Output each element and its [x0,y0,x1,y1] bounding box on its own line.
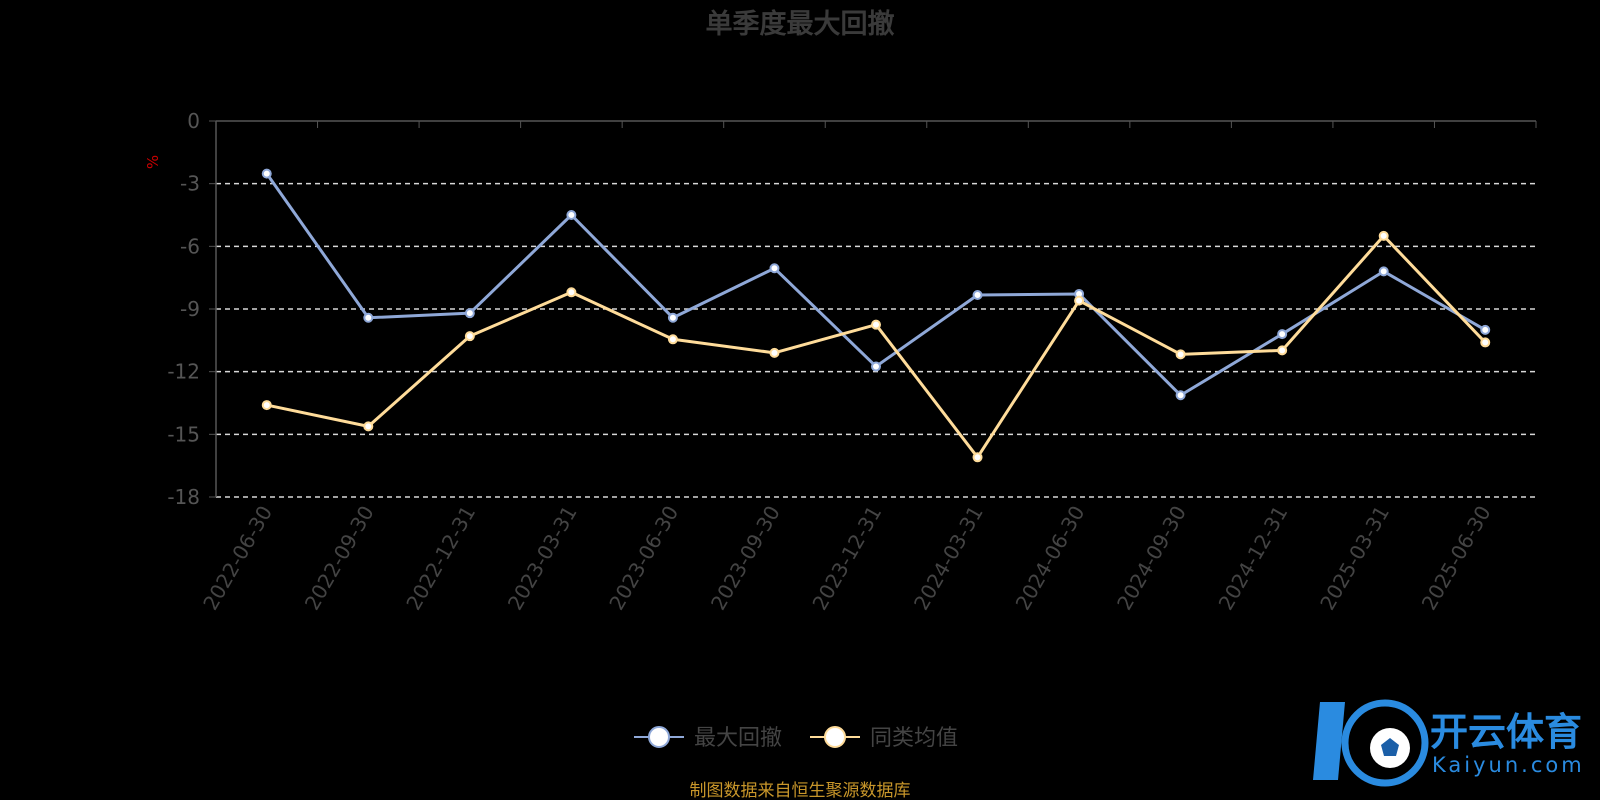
x-tick-label: 2024-12-31 [1214,502,1293,615]
grid [216,182,1536,498]
x-tick-label: 2025-03-31 [1315,502,1394,615]
series-line-1 [266,234,1487,459]
data-point-1[interactable] [1480,337,1491,348]
data-point-0[interactable] [1480,324,1491,335]
data-point-1[interactable] [261,400,272,411]
logo-ball-icon [1313,699,1429,787]
data-point-1[interactable] [871,319,881,330]
y-tick-label: -18 [167,485,200,509]
x-tick-label: 2025-06-30 [1417,502,1496,615]
data-point-0[interactable] [1175,390,1186,401]
legend-marker-max-drawdown [648,726,670,748]
legend-item-max-drawdown[interactable]: 最大回撤 [634,726,782,751]
y-axis-unit: % [144,155,162,169]
x-tick-label: 2023-12-31 [807,502,886,615]
legend-marker-peer-average [824,726,846,748]
data-point-0[interactable] [566,210,577,220]
x-tick-label: 2024-03-31 [909,502,988,615]
legend-item-peer-average[interactable]: 同类均值 [810,726,958,751]
data-source-note: 制图数据来自恒生聚源数据库 [690,781,911,800]
watermark-en: Kaiyun.com [1432,753,1585,777]
data-point-0[interactable] [464,308,475,319]
series-lines [261,168,1491,463]
y-tick-label: -15 [167,422,200,446]
data-point-1[interactable] [769,347,780,358]
x-tick-label: 2023-03-31 [503,502,582,615]
data-point-0[interactable] [261,168,272,179]
watermark-logo: 开云体育 Kaiyun.com [1313,699,1585,787]
data-point-0[interactable] [871,361,881,372]
data-point-0[interactable] [1378,266,1389,277]
data-point-1[interactable] [566,287,577,298]
x-tick-label: 2022-09-30 [300,502,379,615]
legend-label-max-drawdown: 最大回撤 [694,726,782,751]
data-point-1[interactable] [1175,349,1186,360]
x-tick-label: 2022-12-31 [401,502,480,615]
data-point-0[interactable] [667,312,678,323]
data-point-1[interactable] [1074,295,1085,306]
x-tick-label: 2022-06-30 [198,502,277,615]
y-tick-label: -6 [180,234,200,258]
legend-label-peer-average: 同类均值 [870,726,958,751]
data-point-1[interactable] [363,421,374,432]
chart-title: 单季度最大回撤 [706,8,895,40]
y-tick-label: -3 [180,172,200,196]
x-tick-label: 2024-06-30 [1011,502,1090,615]
y-tick-label: -12 [167,360,200,384]
x-tick-label: 2023-06-30 [604,502,683,615]
y-tick-label: -9 [180,297,200,321]
x-tick-label: 2023-09-30 [706,502,785,615]
y-tick-label: 0 [187,109,200,133]
data-point-0[interactable] [769,263,780,274]
data-point-0[interactable] [363,312,374,323]
x-tick-label: 2024-09-30 [1112,502,1191,615]
data-point-0[interactable] [972,290,983,301]
data-point-1[interactable] [1277,345,1288,356]
data-point-1[interactable] [972,452,983,463]
data-point-0[interactable] [1277,329,1288,340]
data-point-1[interactable] [1378,230,1389,241]
legend[interactable]: 最大回撤 同类均值 [634,726,958,751]
data-point-1[interactable] [667,334,678,345]
watermark-cn: 开云体育 [1430,710,1582,754]
data-point-1[interactable] [464,331,475,342]
